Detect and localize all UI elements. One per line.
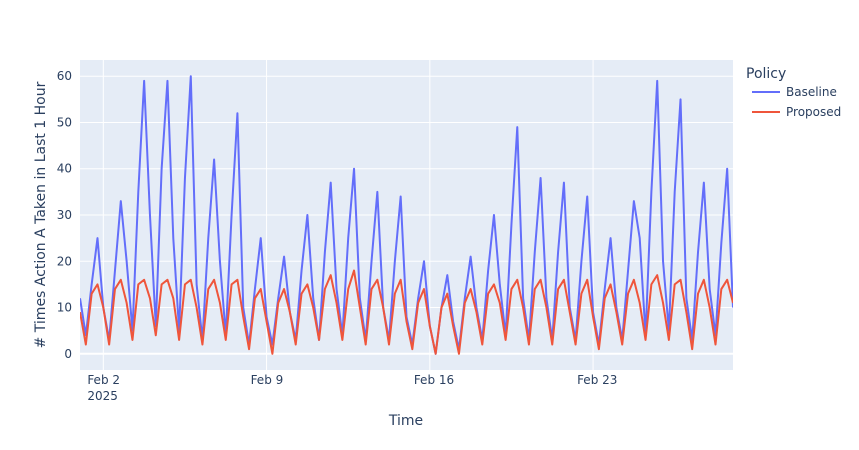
y-tick-label: 0	[64, 347, 72, 361]
y-tick-label: 50	[57, 115, 72, 129]
x-axis-title: Time	[388, 413, 423, 429]
y-axis-title: # Times Action A Taken in Last 1 Hour	[33, 81, 49, 348]
y-tick-label: 10	[57, 301, 72, 315]
legend-title: Policy	[746, 66, 786, 82]
x-tick-label: 2025	[87, 389, 118, 403]
x-tick-label: Feb 2	[87, 373, 120, 387]
legend-label: Proposed	[786, 105, 841, 119]
y-tick-label: 40	[57, 162, 72, 176]
x-tick-label: Feb 23	[577, 373, 617, 387]
data-line	[80, 269, 733, 355]
y-tick-label: 20	[57, 254, 72, 268]
x-tick-label: Feb 9	[251, 373, 284, 387]
y-tick-label: 30	[57, 208, 72, 222]
y-tick-label: 60	[57, 69, 72, 83]
legend-label: Baseline	[786, 85, 837, 99]
x-tick-label: Feb 16	[414, 373, 454, 387]
